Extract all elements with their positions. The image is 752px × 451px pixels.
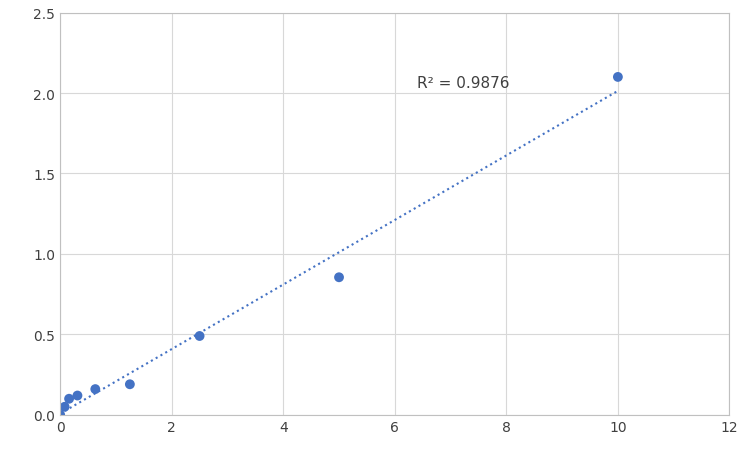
Point [71, 392, 83, 399]
Text: R² = 0.9876: R² = 0.9876 [417, 76, 510, 91]
Point [612, 74, 624, 81]
Point [54, 411, 66, 419]
Point [59, 403, 71, 410]
Point [89, 386, 102, 393]
Point [333, 274, 345, 281]
Point [124, 381, 136, 388]
Point [193, 333, 205, 340]
Point [63, 395, 75, 402]
